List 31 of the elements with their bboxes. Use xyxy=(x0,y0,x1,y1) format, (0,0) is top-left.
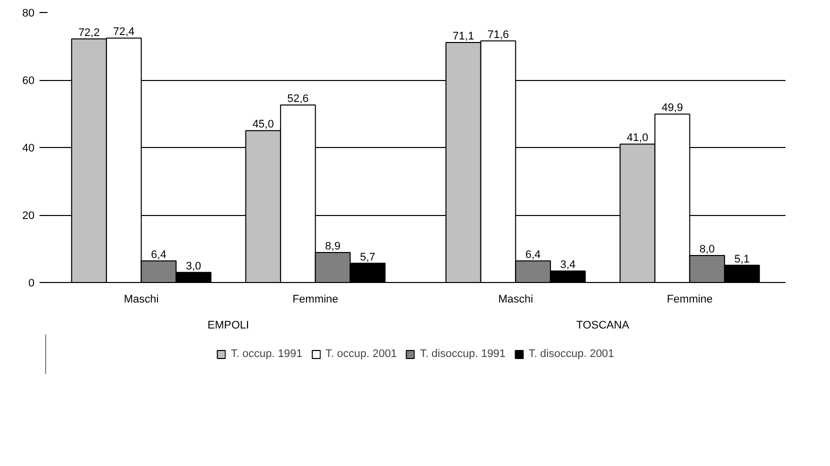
data-label: 3,4 xyxy=(560,259,576,272)
x-tick-label: Femmine xyxy=(292,294,338,306)
x-tick-label: Maschi xyxy=(124,294,159,306)
data-label: 52,6 xyxy=(287,92,309,105)
y-tick-label: 0 xyxy=(28,278,35,290)
data-label: 5,7 xyxy=(360,251,376,264)
data-label: 5,1 xyxy=(734,253,750,266)
data-label: 71,1 xyxy=(452,30,474,43)
y-tick-label: 40 xyxy=(22,142,35,154)
text: TOSCANA xyxy=(576,320,630,332)
text: EMPOLI xyxy=(208,320,250,332)
data-label: 6,4 xyxy=(151,248,166,261)
y-tick-label: 60 xyxy=(22,75,35,87)
y-tick-label: 80 xyxy=(22,8,35,20)
data-label: 72,4 xyxy=(113,26,135,38)
legend-label: T. occup. 1991 xyxy=(230,348,302,360)
data-label: 6,4 xyxy=(525,248,541,261)
data-label: 8,9 xyxy=(325,240,340,252)
data-label: 45,0 xyxy=(252,118,274,131)
x-tick-label: Femmine xyxy=(666,294,713,306)
data-label: 41,0 xyxy=(626,132,648,144)
data-label: 71,6 xyxy=(488,28,509,41)
data-label: 8,0 xyxy=(700,244,715,256)
legend-label: T. disoccup. 1991 xyxy=(420,348,506,360)
data-label: 3,0 xyxy=(186,260,202,272)
legend-label: T. occup. 2001 xyxy=(325,348,397,360)
legend-label: T. disoccup. 2001 xyxy=(528,348,614,360)
data-label: 72,2 xyxy=(78,26,100,39)
data-label: 49,9 xyxy=(662,102,684,114)
y-tick-label: 20 xyxy=(22,210,35,222)
x-tick-label: Maschi xyxy=(498,294,534,306)
